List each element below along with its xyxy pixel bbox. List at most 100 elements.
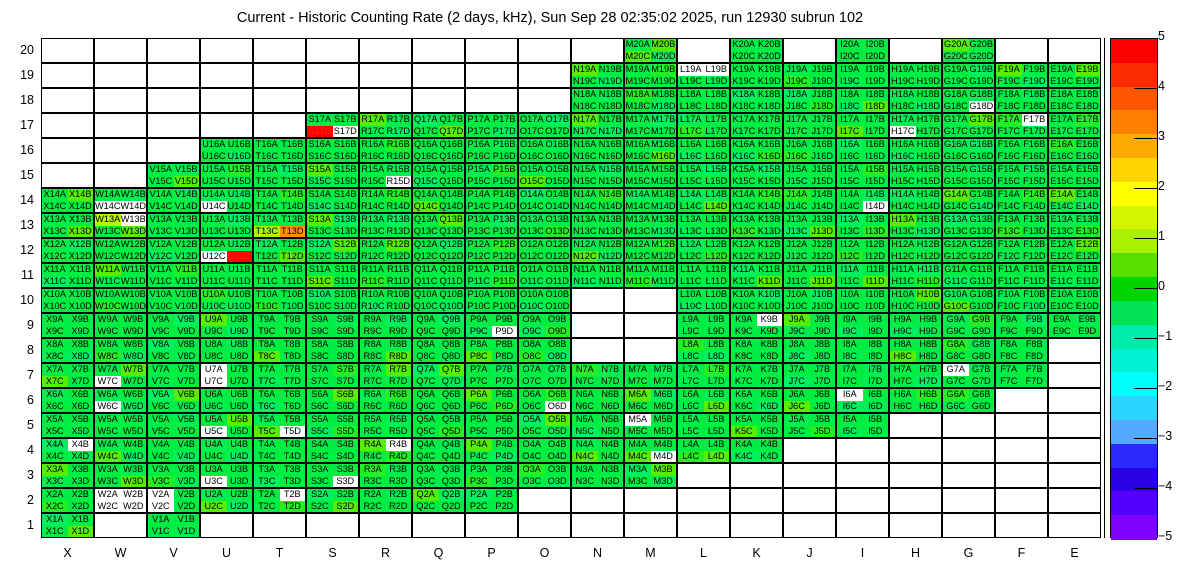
grid-cell-G6[interactable]: G6A G6B G6C G6D [942,388,995,413]
grid-cell-O8[interactable]: O8A O8B O8C O8D [518,338,571,363]
pmt-quad-W5C[interactable]: W5C [95,425,121,437]
grid-cell-G14[interactable]: G14A G14B G14C G14D [942,188,995,213]
pmt-quad-N18B[interactable]: N18B [597,89,623,101]
pmt-quad-M19D[interactable]: M19D [650,75,676,87]
grid-cell-P16[interactable]: P16A P16B P16C P16D [465,138,518,163]
pmt-quad-J6C[interactable]: J6C [784,400,810,412]
pmt-quad-J7D[interactable]: J7D [809,375,835,387]
pmt-quad-L14C[interactable]: L14C [678,200,704,212]
pmt-quad-U14B[interactable]: U14B [226,189,252,201]
pmt-quad-K5A[interactable]: K5A [731,414,757,426]
grid-cell-K15[interactable]: K15A K15B K15C K15D [730,163,783,188]
pmt-quad-V7D[interactable]: V7D [173,375,199,387]
grid-cell-G8[interactable]: G8A G8B G8C G8D [942,338,995,363]
pmt-quad-O11B[interactable]: O11B [544,264,570,276]
pmt-quad-T16D[interactable]: T16D [279,150,305,162]
grid-cell-X3[interactable]: X3A X3B X3C X3D [41,463,94,488]
pmt-quad-Q16D[interactable]: Q16D [438,150,464,162]
pmt-quad-T15A[interactable]: T15A [254,164,280,176]
pmt-quad-F19D[interactable]: F19D [1021,75,1047,87]
pmt-quad-E9D[interactable]: E9D [1074,325,1100,337]
pmt-quad-S2B[interactable]: S2B [332,489,358,501]
pmt-quad-E17A[interactable]: E17A [1049,114,1075,126]
pmt-quad-N6C[interactable]: N6C [572,400,598,412]
pmt-quad-L17D[interactable]: L17D [703,125,729,137]
pmt-quad-O13D[interactable]: O13D [544,225,570,237]
pmt-quad-J6A[interactable]: J6A [784,389,810,401]
pmt-quad-F17C[interactable]: F17C [996,125,1022,137]
pmt-quad-L4D[interactable]: L4D [703,450,729,462]
pmt-quad-G7D[interactable]: G7D [968,375,994,387]
pmt-quad-P2D[interactable]: P2D [491,500,517,512]
grid-cell-E12[interactable]: E12A E12B E12C E12D [1048,238,1101,263]
pmt-quad-T5A[interactable]: T5A [254,414,280,426]
pmt-quad-P10B[interactable]: P10B [491,289,517,301]
pmt-quad-U7B[interactable]: U7B [226,364,252,376]
pmt-quad-V7B[interactable]: V7B [173,364,199,376]
pmt-quad-Q7C[interactable]: Q7C [413,375,439,387]
grid-cell-P4[interactable]: P4A P4B P4C P4D [465,438,518,463]
pmt-quad-I18A[interactable]: I18A [837,89,863,101]
grid-cell-J18[interactable]: J18A J18B J18C J18D [783,88,836,113]
pmt-quad-O10D[interactable]: O10D [544,300,570,312]
pmt-quad-V10A[interactable]: V10A [148,289,174,301]
pmt-quad-R2B[interactable]: R2B [385,489,411,501]
pmt-quad-N12D[interactable]: N12D [597,250,623,262]
pmt-quad-R14D[interactable]: R14D [385,200,411,212]
pmt-quad-I11A[interactable]: I11A [837,264,863,276]
pmt-quad-Q17A[interactable]: Q17A [413,114,439,126]
pmt-quad-M7B[interactable]: M7B [650,364,676,376]
pmt-quad-G8D[interactable]: G8D [968,350,994,362]
pmt-quad-E14B[interactable]: E14B [1074,189,1100,201]
pmt-quad-T10D[interactable]: T10D [279,300,305,312]
pmt-quad-N5C[interactable]: N5C [572,425,598,437]
grid-cell-O6[interactable]: O6A O6B O6C O6D [518,388,571,413]
grid-cell-O7[interactable]: O7A O7B O7C O7D [518,363,571,388]
pmt-quad-P16A[interactable]: P16A [466,139,492,151]
pmt-quad-L9D[interactable]: L9D [703,325,729,337]
pmt-quad-Q4A[interactable]: Q4A [413,439,439,451]
pmt-quad-X12C[interactable]: X12C [42,250,68,262]
pmt-quad-N18A[interactable]: N18A [572,89,598,101]
grid-cell-V20[interactable] [147,38,200,63]
grid-cell-H14[interactable]: H14A H14B H14C H14D [889,188,942,213]
pmt-quad-M20C[interactable]: M20C [625,50,651,62]
pmt-quad-F18C[interactable]: F18C [996,100,1022,112]
pmt-quad-I20C[interactable]: I20C [837,50,863,62]
pmt-quad-X13B[interactable]: X13B [67,214,93,226]
pmt-quad-M17C[interactable]: M17C [625,125,651,137]
pmt-quad-K4A[interactable]: K4A [731,439,757,451]
grid-cell-F8[interactable]: F8A F8B F8C F8D [995,338,1048,363]
pmt-quad-R10D[interactable]: R10D [385,300,411,312]
grid-cell-W16[interactable] [94,138,147,163]
grid-cell-W11[interactable]: W11A W11B W11C W11D [94,263,147,288]
pmt-quad-W11B[interactable]: W11B [120,264,146,276]
pmt-quad-G16A[interactable]: G16A [943,139,969,151]
pmt-quad-U10D[interactable]: U10D [226,300,252,312]
pmt-quad-W9A[interactable]: W9A [95,314,121,326]
pmt-quad-K19A[interactable]: K19A [731,64,757,76]
pmt-quad-U16D[interactable]: U16D [226,150,252,162]
pmt-quad-T3D[interactable]: T3D [279,475,305,487]
pmt-quad-O14B[interactable]: O14B [544,189,570,201]
grid-cell-F5[interactable] [995,413,1048,438]
pmt-quad-L19C[interactable]: L19C [678,75,704,87]
pmt-quad-P17A[interactable]: P17A [466,114,492,126]
pmt-quad-N14C[interactable]: N14C [572,200,598,212]
pmt-quad-R5D[interactable]: R5D [385,425,411,437]
pmt-quad-X11A[interactable]: X11A [42,264,68,276]
pmt-quad-K14D[interactable]: K14D [756,200,782,212]
grid-cell-Q19[interactable] [412,63,465,88]
pmt-quad-U16A[interactable]: U16A [201,139,227,151]
pmt-quad-X3D[interactable]: X3D [67,475,93,487]
pmt-quad-T7C[interactable]: T7C [254,375,280,387]
pmt-quad-R6D[interactable]: R6D [385,400,411,412]
pmt-quad-F18D[interactable]: F18D [1021,100,1047,112]
pmt-quad-E15D[interactable]: E15D [1074,175,1100,187]
pmt-quad-M14A[interactable]: M14A [625,189,651,201]
pmt-quad-N5B[interactable]: N5B [597,414,623,426]
pmt-quad-P5A[interactable]: P5A [466,414,492,426]
grid-cell-U10[interactable]: U10A U10B U10C U10D [200,288,253,313]
grid-cell-J2[interactable] [783,488,836,513]
pmt-quad-V9D[interactable]: V9D [173,325,199,337]
